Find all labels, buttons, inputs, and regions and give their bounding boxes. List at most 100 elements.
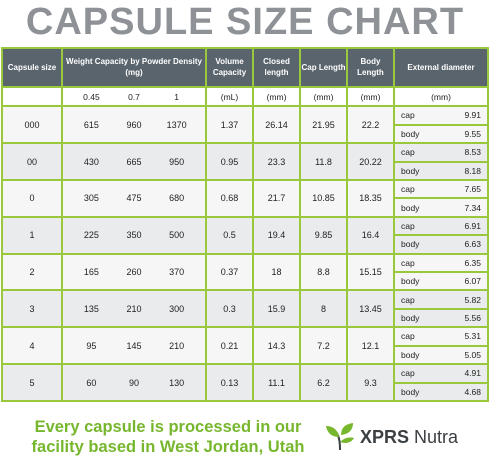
leaf-logo-icon xyxy=(326,423,354,451)
header-body-length: Body Length xyxy=(348,49,393,86)
brand-rest: Nutra xyxy=(409,427,459,447)
table-row: 000 615 960 1370 1.37 26.14 21.95 22.2 cap 9.91 bo… xyxy=(3,107,487,143)
table-row: 4 95 145 210 0.21 14.3 7.2 12.1 cap 5.31 body 5.05 xyxy=(3,328,487,364)
cell-weight-045: 615 xyxy=(83,119,99,130)
cell-weight-045: 135 xyxy=(83,303,99,314)
cell-capsule-size: 000 xyxy=(3,107,61,143)
cell-weight-1: 1370 xyxy=(166,119,187,130)
external-diameter-subtable: cap 8.53 body 8.18 xyxy=(395,144,487,179)
cell-external-diameter: cap 5.82 body 5.56 xyxy=(395,291,487,327)
units-empty xyxy=(3,87,61,106)
ext-cap-value: 5.82 xyxy=(442,291,487,310)
cell-cap-length: 7.2 xyxy=(301,328,346,364)
unit-body: (mm) xyxy=(348,87,393,106)
cell-volume: 0.3 xyxy=(207,291,252,327)
unit-cap: (mm) xyxy=(301,87,346,106)
cell-body-length: 13.45 xyxy=(348,291,393,327)
cell-weight-07: 960 xyxy=(126,119,142,130)
cell-weight-1: 370 xyxy=(169,267,185,277)
cell-closed-length: 18 xyxy=(254,254,299,290)
cell-body-length: 12.1 xyxy=(348,328,393,364)
cell-external-diameter: cap 6.91 body 6.63 xyxy=(395,217,487,253)
cell-weight-045: 95 xyxy=(86,340,97,351)
capsule-size-table: Capsule size Weight Capacity by Powder D… xyxy=(1,47,489,402)
cell-volume: 1.37 xyxy=(207,107,252,143)
header-row: Capsule size Weight Capacity by Powder D… xyxy=(3,49,487,86)
cell-weight: 165 260 370 xyxy=(63,254,205,290)
cell-cap-length: 6.2 xyxy=(301,365,346,400)
ext-cap-label: cap xyxy=(395,217,443,237)
cell-weight-07: 210 xyxy=(126,303,142,314)
unit-volume: (mL) xyxy=(207,87,252,106)
cell-weight: 95 145 210 xyxy=(63,328,205,364)
cell-weight-07: 350 xyxy=(126,230,142,241)
cell-closed-length: 19.4 xyxy=(254,217,299,253)
ext-cap-value: 8.53 xyxy=(442,144,487,163)
cell-closed-length: 21.7 xyxy=(254,180,299,216)
table-row: 00 430 665 950 0.95 23.3 11.8 20.22 cap 8.53 body 8… xyxy=(3,144,487,179)
ext-body-value: 8.18 xyxy=(464,165,481,176)
ext-body-label: body xyxy=(401,386,420,397)
cell-volume: 0.95 xyxy=(207,144,252,179)
cell-weight-07: 260 xyxy=(126,267,142,277)
ext-cap-label: cap xyxy=(395,365,443,384)
cell-capsule-size: 3 xyxy=(3,291,61,327)
cell-weight-045: 165 xyxy=(83,267,99,277)
cell-volume: 0.37 xyxy=(207,254,252,290)
ext-body-value: 6.07 xyxy=(464,276,481,287)
ext-body-value: 5.05 xyxy=(464,349,481,360)
cell-capsule-size: 00 xyxy=(3,144,61,179)
table-row: 5 60 90 130 0.13 11.1 6.2 9.3 cap 4.91 body 4.68 xyxy=(3,365,487,400)
ext-cap-value: 6.35 xyxy=(442,254,487,274)
cell-weight: 430 665 950 xyxy=(63,144,205,179)
cell-body-length: 20.22 xyxy=(348,144,393,179)
external-diameter-subtable: cap 5.31 body 5.05 xyxy=(395,328,487,363)
unit-external: (mm) xyxy=(395,87,487,106)
cell-cap-length: 9.85 xyxy=(301,217,346,253)
cell-weight: 615 960 1370 xyxy=(63,107,205,143)
cell-weight-045: 305 xyxy=(83,193,99,204)
cell-body-length: 22.2 xyxy=(348,107,393,143)
cell-weight-07: 665 xyxy=(126,156,142,167)
cell-body-length: 16.4 xyxy=(348,217,393,253)
cell-cap-length: 10.85 xyxy=(301,180,346,216)
ext-cap-label: cap xyxy=(395,107,443,126)
header-capsule-size: Capsule size xyxy=(3,49,61,86)
ext-cap-value: 5.31 xyxy=(442,328,487,347)
cell-weight-07: 90 xyxy=(128,377,139,388)
cell-weight-07: 145 xyxy=(126,340,142,351)
table-row: 2 165 260 370 0.37 18 8.8 15.15 cap 6.35 body 6.07 xyxy=(3,254,487,290)
ext-cap-label: cap xyxy=(395,254,443,274)
header-weight-capacity: Weight Capacity by Powder Density (mg) xyxy=(63,49,205,86)
cell-volume: 0.21 xyxy=(207,328,252,364)
density-1: 1 xyxy=(174,91,179,102)
cell-weight-045: 60 xyxy=(86,377,97,388)
brand-name: XPRS Nutra xyxy=(360,427,458,448)
cell-volume: 0.13 xyxy=(207,365,252,400)
cell-closed-length: 26.14 xyxy=(254,107,299,143)
external-diameter-subtable: cap 6.91 body 6.63 xyxy=(395,217,487,253)
cell-external-diameter: cap 8.53 body 8.18 xyxy=(395,144,487,179)
header-cap-length: Cap Length xyxy=(301,49,346,86)
cell-closed-length: 11.1 xyxy=(254,365,299,400)
cell-weight-1: 210 xyxy=(169,340,185,351)
ext-body-value: 5.56 xyxy=(464,313,481,324)
cell-weight-1: 950 xyxy=(169,156,185,167)
ext-body-label: body xyxy=(401,128,420,139)
ext-body-value: 4.68 xyxy=(464,386,481,397)
cell-external-diameter: cap 6.35 body 6.07 xyxy=(395,254,487,290)
external-diameter-subtable: cap 4.91 body 4.68 xyxy=(395,365,487,400)
ext-body-label: body xyxy=(401,165,420,176)
density-045: 0.45 xyxy=(83,91,100,102)
ext-body-label: body xyxy=(401,349,420,360)
cell-closed-length: 14.3 xyxy=(254,328,299,364)
cell-weight-045: 430 xyxy=(83,156,99,167)
footer: Every capsule is processed in our facili… xyxy=(0,403,490,465)
cell-body-length: 15.15 xyxy=(348,254,393,290)
cell-weight-045: 225 xyxy=(83,230,99,241)
cell-external-diameter: cap 4.91 body 4.68 xyxy=(395,365,487,400)
ext-body-value: 6.63 xyxy=(464,239,481,250)
cell-capsule-size: 5 xyxy=(3,365,61,400)
cell-capsule-size: 4 xyxy=(3,328,61,364)
header-external-diameter: External diameter xyxy=(395,49,487,86)
